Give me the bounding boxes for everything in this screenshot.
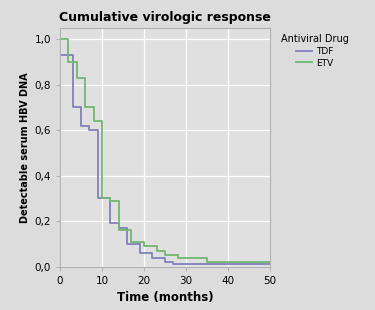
Title: Cumulative virologic response: Cumulative virologic response bbox=[59, 11, 271, 24]
Legend: TDF, ETV: TDF, ETV bbox=[279, 33, 350, 69]
Y-axis label: Detectable serum HBV DNA: Detectable serum HBV DNA bbox=[20, 72, 30, 223]
X-axis label: Time (months): Time (months) bbox=[117, 291, 213, 304]
